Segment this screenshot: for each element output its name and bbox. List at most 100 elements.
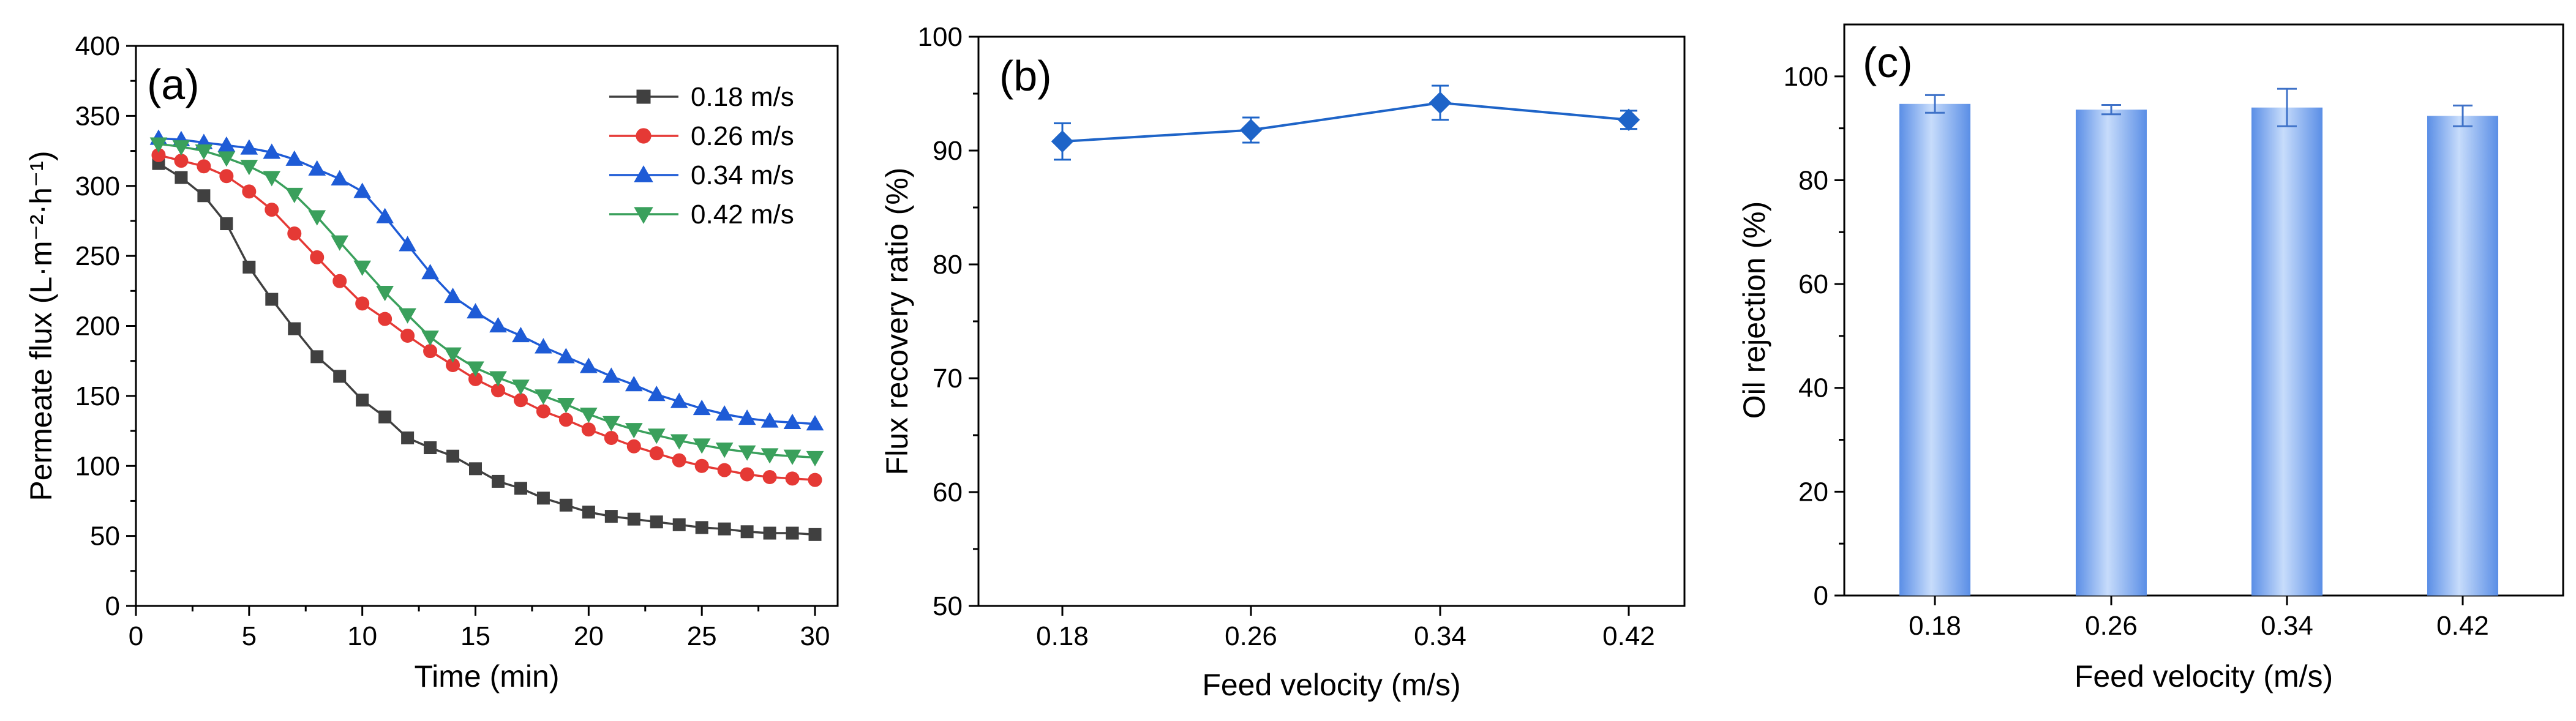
series-2-point bbox=[308, 160, 326, 176]
panel-c-xtick-label: 0.26 bbox=[2085, 611, 2138, 641]
series-2-point bbox=[535, 338, 552, 354]
series-3-point bbox=[693, 438, 711, 454]
series-0-point bbox=[582, 506, 595, 519]
series-2-point bbox=[285, 150, 304, 166]
series-1-point bbox=[310, 250, 325, 264]
series-2-point bbox=[263, 143, 281, 159]
series-line-3 bbox=[158, 143, 816, 459]
series-2-point bbox=[467, 303, 484, 319]
panel-c-xtick-label: 0.18 bbox=[1909, 611, 1961, 641]
panel-b-ytick-label: 60 bbox=[933, 477, 963, 507]
series-2-point bbox=[399, 236, 416, 252]
series-3-point bbox=[602, 416, 620, 431]
panel-b-ytick-label: 80 bbox=[933, 250, 963, 280]
series-0-point bbox=[401, 431, 415, 444]
series-2-point bbox=[512, 327, 530, 343]
series-2-point bbox=[693, 399, 711, 416]
series-1-point bbox=[626, 439, 641, 454]
series-0-point bbox=[514, 482, 527, 495]
legend-marker-0 bbox=[636, 89, 651, 104]
panel-a-xtick-label: 25 bbox=[687, 621, 717, 651]
series-0-point bbox=[310, 350, 324, 364]
series-3-point bbox=[738, 445, 756, 461]
series-1-point bbox=[808, 473, 822, 487]
series-3-point bbox=[783, 449, 802, 465]
series-2-point bbox=[715, 405, 734, 421]
panel-b-ytick-label: 90 bbox=[933, 136, 963, 166]
panel-b-xtick-label: 0.42 bbox=[1602, 621, 1655, 651]
panel-b-label: (b) bbox=[999, 52, 1052, 100]
series-0-point bbox=[197, 189, 211, 203]
series-1-point bbox=[740, 467, 754, 482]
panel-a-ytick-label: 400 bbox=[75, 31, 120, 61]
series-2-point bbox=[783, 413, 802, 429]
series-3-point bbox=[647, 428, 666, 444]
series-0-point bbox=[242, 260, 256, 274]
panel-b-xtick-label: 0.26 bbox=[1225, 621, 1277, 651]
series-0-point bbox=[536, 491, 550, 505]
panel-c-ytick-label: 40 bbox=[1798, 373, 1828, 403]
series-2-point bbox=[806, 415, 824, 431]
series-0-point bbox=[265, 293, 279, 306]
series-2-point bbox=[444, 287, 462, 304]
series-2-point bbox=[353, 182, 372, 198]
series-3-point bbox=[285, 187, 304, 203]
panel-c-ylabel: Oil rejection (%) bbox=[1737, 201, 1771, 419]
series-2-point bbox=[602, 367, 620, 383]
panel-a-label: (a) bbox=[147, 61, 200, 108]
series-3-point bbox=[263, 171, 281, 187]
panel-a-xlabel: Time (min) bbox=[414, 659, 559, 693]
series-0-point bbox=[763, 526, 776, 540]
series-1-point bbox=[423, 344, 438, 359]
legend-marker-3 bbox=[634, 207, 653, 224]
series-1-point bbox=[694, 458, 709, 473]
panel-a-ytick-label: 250 bbox=[75, 241, 120, 271]
legend-label-3: 0.42 m/s bbox=[691, 200, 794, 230]
series-2-point bbox=[240, 139, 258, 155]
series-3-point bbox=[149, 137, 168, 153]
series-1-point bbox=[604, 431, 618, 445]
series-3-point bbox=[715, 443, 734, 458]
rejection-bar-3 bbox=[2427, 116, 2498, 596]
series-0-point bbox=[672, 518, 686, 531]
series-1-point bbox=[717, 463, 732, 477]
series-1-point bbox=[762, 470, 777, 485]
series-3-point bbox=[240, 160, 258, 176]
legend-marker-1 bbox=[636, 128, 652, 144]
series-2-point bbox=[489, 316, 507, 333]
panel-a-ylabel: Permeate flux (L·m⁻²·h⁻¹) bbox=[24, 151, 58, 501]
series-0-point bbox=[786, 526, 799, 540]
series-3-point bbox=[579, 407, 598, 424]
panel-b-ytick-label: 100 bbox=[918, 22, 963, 52]
series-1-point bbox=[174, 154, 189, 168]
panel-b-ytick-label: 70 bbox=[933, 364, 963, 394]
recovery-point-1 bbox=[1239, 119, 1263, 141]
series-1-point bbox=[332, 274, 347, 288]
panel-a-ytick-label: 200 bbox=[75, 312, 120, 342]
series-0-point bbox=[288, 322, 301, 335]
series-3-point bbox=[195, 144, 213, 160]
series-3-point bbox=[806, 450, 824, 467]
panel-b-xlabel: Feed velocity (m/s) bbox=[1202, 668, 1460, 702]
series-2-point bbox=[331, 170, 349, 185]
panel-a-xtick-label: 0 bbox=[129, 621, 143, 651]
series-3-point bbox=[512, 379, 530, 395]
series-3-point bbox=[331, 235, 349, 251]
series-1-point bbox=[649, 446, 664, 461]
legend-marker-2 bbox=[634, 165, 653, 182]
series-1-point bbox=[265, 203, 279, 217]
series-2-point bbox=[376, 207, 394, 223]
recovery-point-3 bbox=[1617, 108, 1640, 132]
legend-label-0: 0.18 m/s bbox=[691, 82, 794, 112]
rejection-bar-0 bbox=[1899, 103, 1970, 596]
panel-c-ytick-label: 60 bbox=[1798, 269, 1828, 299]
series-2-point bbox=[557, 348, 575, 364]
series-0-point bbox=[740, 525, 754, 539]
rejection-bar-2 bbox=[2251, 107, 2323, 596]
series-0-point bbox=[175, 171, 188, 184]
series-1-point bbox=[581, 422, 596, 437]
series-3-point bbox=[670, 434, 688, 450]
panel-b-xtick-label: 0.18 bbox=[1036, 621, 1089, 651]
series-0-point bbox=[491, 474, 505, 488]
